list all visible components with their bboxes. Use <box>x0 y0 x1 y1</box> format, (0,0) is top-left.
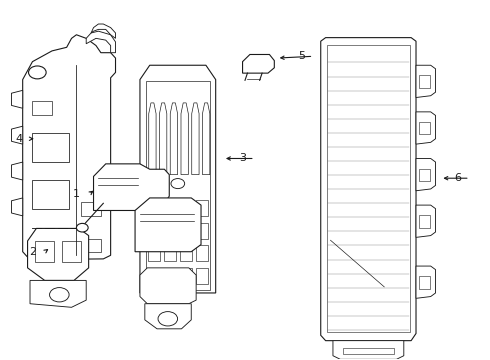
Bar <box>62 241 81 262</box>
Polygon shape <box>11 90 23 108</box>
Text: 4: 4 <box>16 134 23 144</box>
Bar <box>148 200 160 216</box>
Polygon shape <box>170 103 177 175</box>
Bar <box>148 268 160 284</box>
Polygon shape <box>202 103 210 175</box>
Bar <box>35 241 54 262</box>
Polygon shape <box>145 304 191 329</box>
Text: 1: 1 <box>73 189 80 199</box>
Text: 2: 2 <box>29 247 36 257</box>
Polygon shape <box>416 65 436 98</box>
Circle shape <box>158 312 177 326</box>
Polygon shape <box>11 126 23 144</box>
Circle shape <box>49 288 69 302</box>
Bar <box>32 101 52 116</box>
Bar <box>196 223 208 239</box>
Polygon shape <box>149 103 156 175</box>
Bar <box>180 200 192 216</box>
Bar <box>164 268 176 284</box>
Polygon shape <box>192 103 199 175</box>
Bar <box>148 245 160 261</box>
Bar <box>148 223 160 239</box>
Bar <box>164 245 176 261</box>
Bar <box>343 348 394 354</box>
Polygon shape <box>11 198 23 216</box>
Bar <box>419 75 430 88</box>
Circle shape <box>28 66 46 79</box>
Bar <box>32 180 69 209</box>
Polygon shape <box>30 280 86 307</box>
Polygon shape <box>11 162 23 180</box>
Bar <box>81 202 101 216</box>
Polygon shape <box>27 228 89 280</box>
Polygon shape <box>91 24 116 39</box>
Bar <box>419 276 430 289</box>
Bar <box>196 268 208 284</box>
Circle shape <box>76 224 88 232</box>
Text: 5: 5 <box>298 51 305 61</box>
Polygon shape <box>146 81 210 290</box>
Text: 6: 6 <box>454 173 461 183</box>
Polygon shape <box>23 35 116 260</box>
Polygon shape <box>321 38 416 341</box>
Polygon shape <box>333 341 404 359</box>
Bar <box>164 223 176 239</box>
Bar <box>81 239 101 252</box>
Text: 3: 3 <box>239 153 246 163</box>
Polygon shape <box>94 164 169 211</box>
Polygon shape <box>416 158 436 191</box>
Polygon shape <box>416 266 436 298</box>
Bar <box>419 215 430 228</box>
Polygon shape <box>140 65 216 293</box>
Bar <box>180 245 192 261</box>
Bar <box>196 200 208 216</box>
Polygon shape <box>140 268 196 304</box>
Polygon shape <box>181 103 188 175</box>
Bar <box>32 134 69 162</box>
Bar <box>180 268 192 284</box>
Bar <box>180 223 192 239</box>
Polygon shape <box>159 103 167 175</box>
Bar <box>196 245 208 261</box>
Bar <box>164 200 176 216</box>
Bar <box>419 122 430 134</box>
Polygon shape <box>135 198 201 252</box>
Bar <box>419 168 430 181</box>
Polygon shape <box>86 31 116 53</box>
Polygon shape <box>416 112 436 144</box>
Polygon shape <box>416 205 436 237</box>
Polygon shape <box>243 54 274 73</box>
Polygon shape <box>327 45 410 332</box>
Circle shape <box>171 179 185 189</box>
